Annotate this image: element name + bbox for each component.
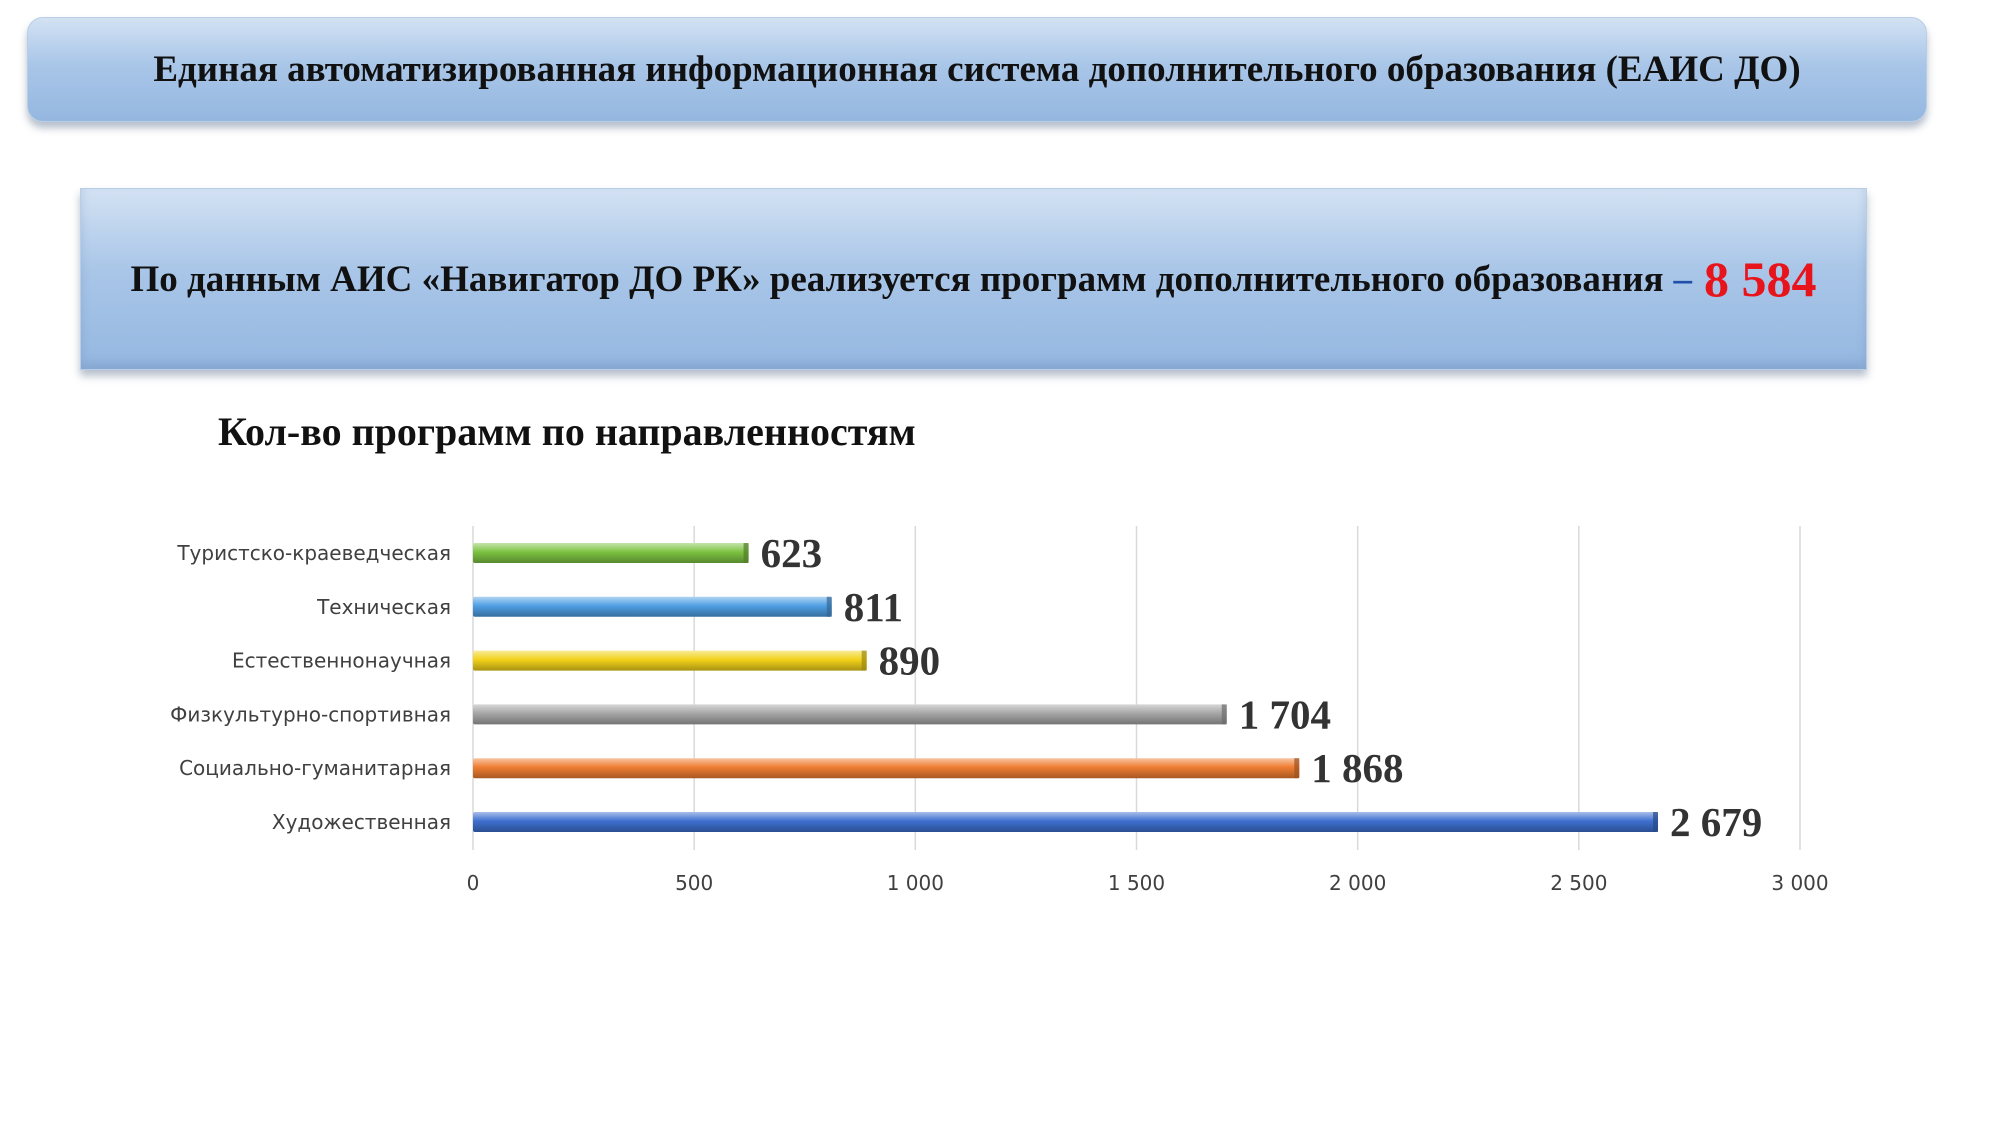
bar xyxy=(473,596,832,617)
bar xyxy=(473,704,1227,725)
x-tick-label: 0 xyxy=(467,871,480,895)
value-label: 890 xyxy=(879,638,941,684)
value-label: 623 xyxy=(761,530,823,576)
chart-value-labels: 623 811 890 1 704 1 868 2 679 xyxy=(761,530,1763,845)
x-tick-label: 1 500 xyxy=(1108,871,1165,895)
value-label: 1 868 xyxy=(1311,745,1403,791)
bar xyxy=(473,543,749,563)
total-programs-value: 8 584 xyxy=(1704,251,1817,307)
bar-end-cap xyxy=(826,596,832,617)
chart-x-axis: 0 500 1 000 1 500 2 000 2 500 3 000 xyxy=(467,871,1829,895)
x-tick-label: 2 500 xyxy=(1550,871,1607,895)
bar-end-cap xyxy=(1653,812,1659,832)
chart-title: Кол-во программ по направленностям xyxy=(218,409,916,454)
chart-gridlines xyxy=(472,526,1801,850)
category-label: Физкультурно-спортивная xyxy=(170,702,451,726)
x-tick-label: 500 xyxy=(675,871,713,895)
value-label: 1 704 xyxy=(1239,691,1331,737)
category-label: Туристско-краеведческая xyxy=(176,541,451,565)
value-label: 811 xyxy=(844,584,903,630)
x-tick-label: 2 000 xyxy=(1329,871,1386,895)
x-tick-label: 3 000 xyxy=(1771,871,1828,895)
info-dash: – xyxy=(1673,258,1693,300)
category-label: Социально-гуманитарная xyxy=(179,756,451,780)
bar-end-cap xyxy=(861,650,867,671)
value-label: 2 679 xyxy=(1670,799,1762,845)
category-label: Техническая xyxy=(316,595,451,619)
category-label: Естественнонаучная xyxy=(232,649,451,673)
bar-end-cap xyxy=(1294,758,1300,779)
header-title: Единая автоматизированная информационная… xyxy=(153,49,1801,90)
info-banner: По данным АИС «Навигатор ДО РК» реализуе… xyxy=(80,188,1867,370)
category-label: Художественная xyxy=(272,810,451,834)
bar xyxy=(473,758,1300,779)
bar xyxy=(473,812,1659,832)
bar-end-cap xyxy=(1221,704,1227,725)
bar-end-cap xyxy=(743,543,749,563)
x-tick-label: 1 000 xyxy=(887,871,944,895)
header-banner: Единая автоматизированная информационная… xyxy=(27,17,1927,122)
bar xyxy=(473,650,867,671)
chart-bars xyxy=(473,543,1659,832)
info-text: По данным АИС «Навигатор ДО РК» реализуе… xyxy=(130,258,1664,300)
chart-category-labels: Туристско-краеведческая Техническая Естест… xyxy=(170,541,451,834)
